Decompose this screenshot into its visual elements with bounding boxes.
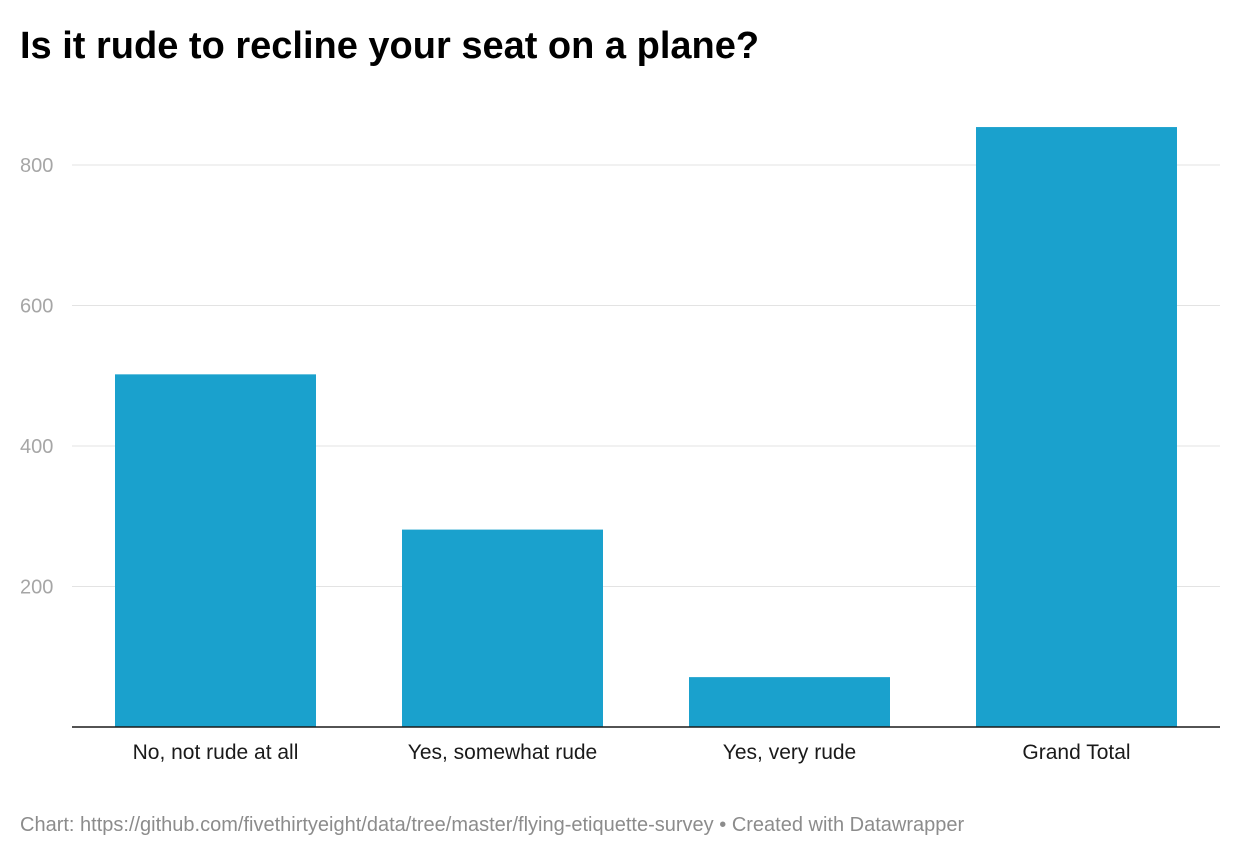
x-axis-labels: No, not rude at all Yes, somewhat rude Yes… bbox=[133, 741, 1131, 764]
x-category-label: Grand Total bbox=[1022, 741, 1130, 764]
bar bbox=[689, 677, 890, 727]
y-tick-label: 200 bbox=[20, 577, 53, 599]
x-category-label: Yes, very rude bbox=[723, 741, 856, 764]
bar bbox=[402, 529, 603, 727]
bar bbox=[115, 374, 316, 727]
credit-text: Created with Datawrapper bbox=[731, 814, 965, 836]
y-tick-label: 600 bbox=[20, 296, 53, 318]
y-tick-label: 400 bbox=[20, 436, 53, 458]
x-category-label: No, not rude at all bbox=[133, 741, 299, 764]
bar bbox=[976, 127, 1177, 727]
chart-footer: Chart: https://github.com/fivethirtyeigh… bbox=[20, 812, 964, 838]
bars bbox=[115, 127, 1177, 727]
source-link[interactable]: https://github.com/fivethirtyeight/data/… bbox=[80, 814, 714, 836]
footer-separator: • bbox=[719, 814, 727, 836]
y-axis-ticks: 200 400 600 800 bbox=[20, 155, 53, 599]
source-prefix: Chart: bbox=[20, 814, 75, 836]
chart-title: Is it rude to recline your seat on a pla… bbox=[20, 25, 760, 67]
y-tick-label: 800 bbox=[20, 155, 53, 177]
x-category-label: Yes, somewhat rude bbox=[408, 741, 598, 764]
bar-chart: 200 400 600 800 No, not rude at all Yes, som… bbox=[20, 127, 1220, 764]
